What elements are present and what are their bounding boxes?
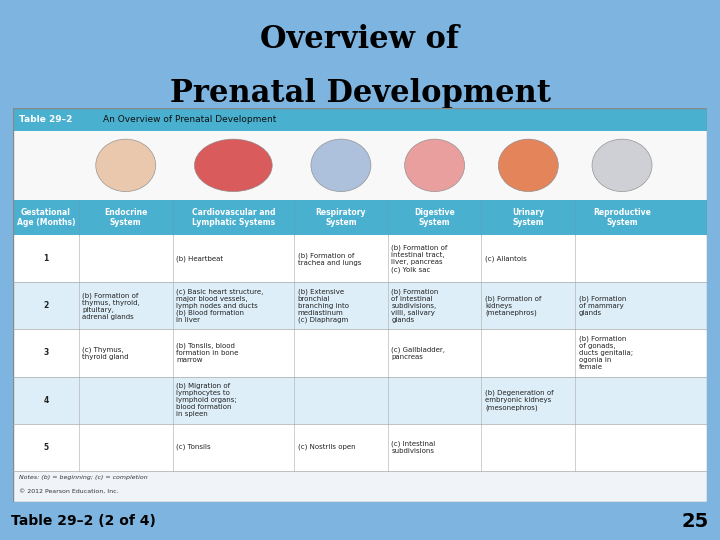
Text: (c) Intestinal
subdivisions: (c) Intestinal subdivisions: [391, 441, 436, 454]
Text: (b) Degeneration of
embryonic kidneys
(mesonephros): (b) Degeneration of embryonic kidneys (m…: [485, 389, 554, 410]
Text: Digestive
System: Digestive System: [414, 208, 455, 227]
Text: (b) Formation of
trachea and lungs: (b) Formation of trachea and lungs: [297, 252, 361, 266]
Text: 4: 4: [43, 396, 48, 404]
Text: Cardiovascular and
Lymphatic Systems: Cardiovascular and Lymphatic Systems: [192, 208, 275, 227]
Ellipse shape: [194, 139, 272, 192]
Bar: [13, 423, 707, 471]
Text: Table 29–2: Table 29–2: [19, 115, 72, 124]
Text: 2: 2: [43, 301, 48, 310]
Text: (b) Formation of
intestinal tract,
liver, pancreas
(c) Yolk sac: (b) Formation of intestinal tract, liver…: [391, 245, 448, 273]
Text: (c) Gallbladder,
pancreas: (c) Gallbladder, pancreas: [391, 346, 445, 360]
Ellipse shape: [96, 139, 156, 192]
Text: Urinary
System: Urinary System: [512, 208, 544, 227]
Text: 25: 25: [682, 511, 709, 531]
Text: Overview of: Overview of: [261, 24, 459, 55]
Bar: [13, 131, 707, 200]
Text: (b) Tonsils, blood
formation in bone
marrow: (b) Tonsils, blood formation in bone mar…: [176, 343, 238, 363]
Text: (b) Formation of
thymus, thyroid,
pituitary,
adrenal glands: (b) Formation of thymus, thyroid, pituit…: [82, 292, 140, 320]
Text: Notes: (b) = beginning; (c) = completion: Notes: (b) = beginning; (c) = completion: [19, 475, 148, 480]
Ellipse shape: [498, 139, 558, 192]
Text: (b) Migration of
lymphocytes to
lymphoid organs;
blood formation
in spleen: (b) Migration of lymphocytes to lymphoid…: [176, 383, 237, 417]
Text: (c) Allantois: (c) Allantois: [485, 255, 527, 262]
Bar: [13, 329, 707, 376]
Text: (c) Thymus,
thyroid gland: (c) Thymus, thyroid gland: [82, 346, 129, 360]
Text: 5: 5: [43, 443, 48, 451]
Text: 3: 3: [43, 348, 48, 357]
Text: (c) Tonsils: (c) Tonsils: [176, 444, 211, 450]
Text: Gestational
Age (Months): Gestational Age (Months): [17, 208, 75, 227]
Bar: [13, 282, 707, 329]
Text: (b) Heartbeat: (b) Heartbeat: [176, 255, 223, 262]
Text: Prenatal Development: Prenatal Development: [169, 78, 551, 109]
Text: (b) Formation of
kidneys
(metanephros): (b) Formation of kidneys (metanephros): [485, 295, 541, 316]
Text: (b) Formation
of mammary
glands: (b) Formation of mammary glands: [579, 296, 626, 316]
Ellipse shape: [405, 139, 464, 192]
Text: Endocrine
System: Endocrine System: [104, 208, 148, 227]
Text: © 2012 Pearson Education, Inc.: © 2012 Pearson Education, Inc.: [19, 488, 118, 494]
Bar: [13, 200, 707, 235]
Bar: [13, 235, 707, 282]
Text: (c) Nostrils open: (c) Nostrils open: [297, 444, 355, 450]
Text: (b) Formation
of intestinal
subdivisions,
villi, salivary
glands: (b) Formation of intestinal subdivisions…: [391, 289, 438, 323]
Text: (b) Extensive
bronchial
branching into
mediastinum
(c) Diaphragm: (b) Extensive bronchial branching into m…: [297, 288, 348, 323]
Text: Table 29–2 (2 of 4): Table 29–2 (2 of 4): [11, 514, 156, 528]
Text: Reproductive
System: Reproductive System: [593, 208, 651, 227]
Bar: [13, 108, 707, 131]
Text: An Overview of Prenatal Development: An Overview of Prenatal Development: [103, 115, 276, 124]
Bar: [13, 471, 707, 502]
Ellipse shape: [311, 139, 371, 192]
Text: Respiratory
System: Respiratory System: [315, 208, 366, 227]
Text: (c) Basic heart structure,
major blood vessels,
lymph nodes and ducts
(b) Blood : (c) Basic heart structure, major blood v…: [176, 288, 264, 323]
Bar: [13, 376, 707, 423]
Text: 1: 1: [43, 254, 48, 264]
Text: (b) Formation
of gonads,
ducts genitalia;
ogonia in
female: (b) Formation of gonads, ducts genitalia…: [579, 336, 633, 370]
Ellipse shape: [592, 139, 652, 192]
